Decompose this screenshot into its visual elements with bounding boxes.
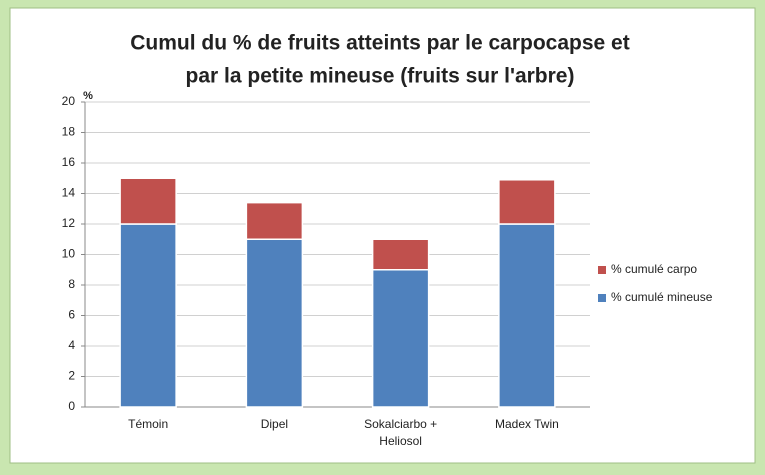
- legend-swatch: [598, 266, 606, 274]
- legend-label: % cumulé mineuse: [611, 290, 713, 304]
- y-tick-label: 12: [62, 216, 76, 230]
- bar-segment: [498, 179, 556, 225]
- y-tick-label: 14: [62, 186, 76, 200]
- bar-segment: [245, 201, 304, 240]
- y-tick-label: 18: [62, 125, 76, 139]
- x-tick-label: Madex Twin: [495, 417, 559, 431]
- bar-segment: [245, 238, 304, 408]
- x-tick-label: Sokalciarbo + Heliosol: [364, 417, 437, 448]
- chart-title: par la petite mineuse (fruits sur l'arbr…: [186, 65, 575, 88]
- y-axis-label: %: [83, 90, 93, 102]
- bar-segment: [371, 238, 430, 271]
- y-tick-label: 8: [68, 277, 75, 291]
- y-tick-label: 4: [68, 338, 75, 352]
- legend-swatch: [598, 294, 606, 302]
- y-tick-label: 20: [62, 94, 76, 108]
- y-tick-label: 10: [62, 247, 76, 261]
- y-tick-label: 6: [68, 308, 75, 322]
- bar-segment: [119, 177, 177, 225]
- bar-segment: [498, 223, 556, 408]
- y-tick-label: 0: [68, 399, 75, 413]
- y-tick-label: 16: [62, 155, 76, 169]
- bar-segment: [119, 223, 177, 408]
- x-tick-label: Dipel: [261, 417, 288, 431]
- legend-label: % cumulé carpo: [611, 262, 697, 276]
- chart-title: Cumul du % de fruits atteints par le car…: [130, 32, 629, 55]
- x-tick-label: Témoin: [128, 417, 168, 431]
- y-tick-label: 2: [68, 369, 75, 383]
- bar-segment: [371, 269, 430, 408]
